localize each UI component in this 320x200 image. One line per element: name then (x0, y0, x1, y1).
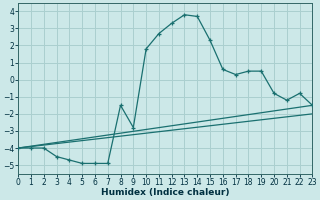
X-axis label: Humidex (Indice chaleur): Humidex (Indice chaleur) (101, 188, 229, 197)
